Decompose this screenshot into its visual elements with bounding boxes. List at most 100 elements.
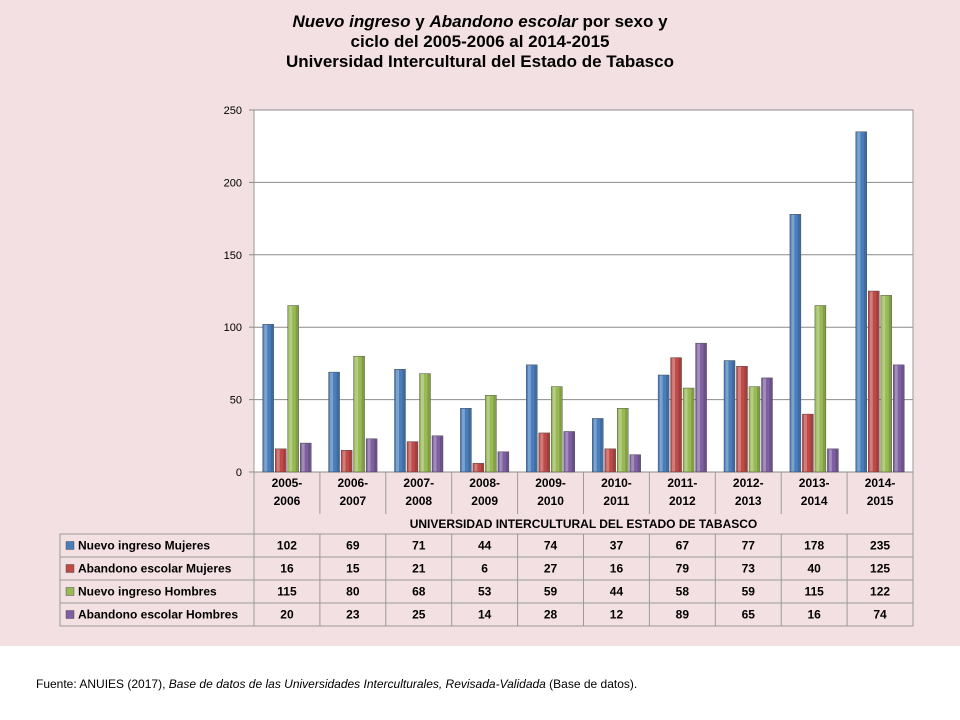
bar <box>406 441 419 473</box>
data-table-value: 16 <box>280 562 294 576</box>
bar-highlight <box>618 408 622 472</box>
bar <box>670 357 682 473</box>
bar <box>723 360 736 473</box>
bar <box>814 305 827 473</box>
data-table-value: 115 <box>804 585 824 599</box>
bar <box>682 387 695 473</box>
bar <box>328 371 340 473</box>
data-table-value: 40 <box>807 562 821 576</box>
bar-highlight <box>750 387 754 472</box>
bar-shadow <box>571 431 575 472</box>
bar-highlight <box>803 414 807 472</box>
bar-highlight <box>330 372 334 472</box>
bar-shadow <box>732 361 735 472</box>
bar-shadow <box>901 365 904 472</box>
bar <box>262 324 274 473</box>
bar <box>880 295 892 473</box>
bar-shadow <box>637 455 641 472</box>
bar-shadow <box>757 387 760 472</box>
bar-highlight <box>593 418 597 472</box>
data-table-value: 37 <box>610 539 624 553</box>
data-table-value: 125 <box>870 562 890 576</box>
bar <box>802 413 814 473</box>
data-table-value: 65 <box>742 608 756 622</box>
bar-shadow <box>270 324 274 472</box>
data-table-value: 23 <box>346 608 360 622</box>
data-table-value: 58 <box>676 585 690 599</box>
data-table-value: 74 <box>544 539 558 553</box>
bar-shadow <box>480 463 484 472</box>
source-prefix: Fuente: ANUIES (2017), <box>36 677 169 691</box>
data-table-value: 20 <box>280 608 294 622</box>
data-table-value: 53 <box>478 585 492 599</box>
bar-shadow <box>835 449 838 472</box>
bar-shadow <box>402 369 405 472</box>
bar-shadow <box>374 439 377 472</box>
bar <box>460 408 472 473</box>
x-tick-label: 2009 <box>471 494 498 508</box>
chart-area: 0 50 100 150 200 250 2005- 2006 2006- 2007 2007- 20… <box>59 105 914 627</box>
bar-highlight <box>565 431 569 472</box>
bar <box>365 438 378 473</box>
bar-highlight <box>540 433 544 472</box>
bar-shadow <box>308 443 311 472</box>
x-tick-label: 2009- <box>535 476 566 490</box>
data-table-value: 16 <box>610 562 624 576</box>
bar <box>617 408 629 473</box>
bar <box>789 214 802 473</box>
x-tick-label: 2006 <box>274 494 301 508</box>
title-nuevo-ingreso: Nuevo ingreso <box>292 12 411 31</box>
bar <box>604 448 616 473</box>
data-table-value: 14 <box>478 608 492 622</box>
bar-highlight <box>725 361 729 472</box>
bar-shadow <box>349 450 352 472</box>
bar <box>629 454 641 473</box>
title-por-sexo: por sexo y <box>577 12 668 31</box>
data-table-value: 6 <box>481 562 488 576</box>
chart-title: Nuevo ingreso y Abandono escolar por sex… <box>180 12 780 72</box>
bar-shadow <box>534 365 537 472</box>
bar <box>855 131 867 473</box>
bar <box>353 355 365 473</box>
y-tick-label: 250 <box>224 105 242 117</box>
data-table-value: 79 <box>676 562 690 576</box>
bar-shadow <box>810 414 813 472</box>
bar-shadow <box>678 358 682 472</box>
y-tick-label: 0 <box>236 467 242 479</box>
legend-label: Nuevo ingreso Hombres <box>78 585 217 599</box>
bar-highlight <box>857 132 861 472</box>
title-line-3: Universidad Intercultural del Estado de … <box>286 52 674 71</box>
data-table-value: 102 <box>277 539 297 553</box>
data-table-value: 59 <box>544 585 558 599</box>
bar-highlight <box>882 295 886 472</box>
bar-shadow <box>863 132 867 472</box>
data-table-value: 235 <box>870 539 890 553</box>
bar-highlight <box>367 439 371 472</box>
legend-label: Abandono escolar Mujeres <box>78 562 232 576</box>
x-tick-label: 2008 <box>405 494 432 508</box>
bar-shadow <box>283 449 286 472</box>
bar <box>497 451 510 473</box>
bar-highlight <box>355 356 359 472</box>
data-table-value: 21 <box>412 562 426 576</box>
data-table-value: 73 <box>742 562 756 576</box>
bar <box>526 364 538 473</box>
bar-highlight <box>499 452 503 472</box>
bar <box>551 386 563 473</box>
data-table-value: 67 <box>676 539 690 553</box>
bar-highlight <box>408 442 412 472</box>
bar-shadow <box>691 388 694 472</box>
bar <box>761 377 773 473</box>
x-tick-label: 2015 <box>867 494 894 508</box>
data-table-value: 27 <box>544 562 558 576</box>
x-tick-label: 2012 <box>669 494 696 508</box>
bar <box>893 364 905 473</box>
bar-shadow <box>427 374 430 472</box>
bar-highlight <box>684 388 688 472</box>
y-tick-label: 50 <box>230 395 242 407</box>
data-table-value: 122 <box>870 585 890 599</box>
bar <box>868 290 880 473</box>
bar-shadow <box>822 305 826 472</box>
title-abandono-escolar: Abandono escolar <box>429 12 578 31</box>
legend-swatch <box>65 541 75 550</box>
